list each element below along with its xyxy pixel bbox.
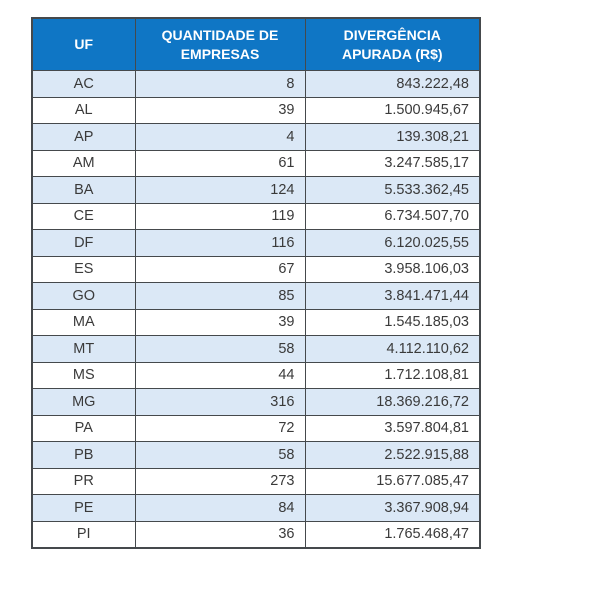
col-header-uf: UF bbox=[31, 17, 136, 71]
table-row: MT 58 4.112.110,62 bbox=[31, 335, 481, 363]
table-row: PE 84 3.367.908,94 bbox=[31, 494, 481, 522]
table-row: PI 36 1.765.468,47 bbox=[31, 520, 481, 549]
divergencia-cell: 3.597.804,81 bbox=[304, 414, 481, 442]
table-row: MG 316 18.369.216,72 bbox=[31, 388, 481, 416]
empresas-cell: 36 bbox=[134, 520, 306, 549]
table-row: AM 61 3.247.585,17 bbox=[31, 149, 481, 177]
table-row: PA 72 3.597.804,81 bbox=[31, 414, 481, 442]
divergencia-cell: 843.222,48 bbox=[304, 70, 481, 98]
empresas-cell: 39 bbox=[134, 308, 306, 336]
empresas-cell: 58 bbox=[134, 441, 306, 469]
uf-cell: PA bbox=[31, 414, 136, 442]
divergencia-cell: 4.112.110,62 bbox=[304, 335, 481, 363]
uf-cell: MT bbox=[31, 335, 136, 363]
empresas-cell: 84 bbox=[134, 494, 306, 522]
empresas-cell: 72 bbox=[134, 414, 306, 442]
empresas-cell: 39 bbox=[134, 96, 306, 124]
divergencia-cell: 5.533.362,45 bbox=[304, 176, 481, 204]
empresas-cell: 316 bbox=[134, 388, 306, 416]
table-header: UF QUANTIDADE DE EMPRESAS DIVERGÊNCIA AP… bbox=[31, 17, 481, 71]
divergencia-cell: 3.247.585,17 bbox=[304, 149, 481, 177]
col-header-quantidade-empresas: QUANTIDADE DE EMPRESAS bbox=[134, 17, 306, 71]
uf-cell: BA bbox=[31, 176, 136, 204]
uf-cell: AM bbox=[31, 149, 136, 177]
table-row: PR 273 15.677.085,47 bbox=[31, 467, 481, 495]
table-row: PB 58 2.522.915,88 bbox=[31, 441, 481, 469]
divergencia-cell: 1.500.945,67 bbox=[304, 96, 481, 124]
table-row: AC 8 843.222,48 bbox=[31, 70, 481, 98]
empresas-cell: 116 bbox=[134, 229, 306, 257]
uf-cell: PR bbox=[31, 467, 136, 495]
table-row: AL 39 1.500.945,67 bbox=[31, 96, 481, 124]
divergencia-cell: 1.545.185,03 bbox=[304, 308, 481, 336]
uf-cell: PE bbox=[31, 494, 136, 522]
divergencia-cell: 18.369.216,72 bbox=[304, 388, 481, 416]
empresas-cell: 85 bbox=[134, 282, 306, 310]
uf-divergencia-table-container: UF QUANTIDADE DE EMPRESAS DIVERGÊNCIA AP… bbox=[31, 17, 481, 549]
uf-cell: PI bbox=[31, 520, 136, 549]
empresas-cell: 58 bbox=[134, 335, 306, 363]
table-row: GO 85 3.841.471,44 bbox=[31, 282, 481, 310]
divergencia-cell: 3.958.106,03 bbox=[304, 255, 481, 283]
table-row: CE 119 6.734.507,70 bbox=[31, 202, 481, 230]
divergencia-cell: 139.308,21 bbox=[304, 123, 481, 151]
divergencia-cell: 15.677.085,47 bbox=[304, 467, 481, 495]
divergencia-cell: 3.367.908,94 bbox=[304, 494, 481, 522]
empresas-cell: 119 bbox=[134, 202, 306, 230]
empresas-cell: 4 bbox=[134, 123, 306, 151]
empresas-cell: 8 bbox=[134, 70, 306, 98]
divergencia-cell: 1.765.468,47 bbox=[304, 520, 481, 549]
empresas-cell: 61 bbox=[134, 149, 306, 177]
uf-cell: GO bbox=[31, 282, 136, 310]
uf-cell: MA bbox=[31, 308, 136, 336]
table-row: DF 116 6.120.025,55 bbox=[31, 229, 481, 257]
table-row: ES 67 3.958.106,03 bbox=[31, 255, 481, 283]
col-header-divergencia-apurada: DIVERGÊNCIA APURADA (R$) bbox=[304, 17, 481, 71]
uf-cell: CE bbox=[31, 202, 136, 230]
divergencia-cell: 3.841.471,44 bbox=[304, 282, 481, 310]
uf-cell: MG bbox=[31, 388, 136, 416]
table-row: BA 124 5.533.362,45 bbox=[31, 176, 481, 204]
empresas-cell: 124 bbox=[134, 176, 306, 204]
table-row: MS 44 1.712.108,81 bbox=[31, 361, 481, 389]
header-row: UF QUANTIDADE DE EMPRESAS DIVERGÊNCIA AP… bbox=[31, 17, 481, 71]
empresas-cell: 67 bbox=[134, 255, 306, 283]
uf-cell: AC bbox=[31, 70, 136, 98]
uf-cell: DF bbox=[31, 229, 136, 257]
uf-divergencia-table: UF QUANTIDADE DE EMPRESAS DIVERGÊNCIA AP… bbox=[31, 17, 481, 549]
uf-cell: AP bbox=[31, 123, 136, 151]
uf-cell: ES bbox=[31, 255, 136, 283]
empresas-cell: 44 bbox=[134, 361, 306, 389]
table-row: MA 39 1.545.185,03 bbox=[31, 308, 481, 336]
divergencia-cell: 1.712.108,81 bbox=[304, 361, 481, 389]
table-body: AC 8 843.222,48 AL 39 1.500.945,67 AP 4 139.308,… bbox=[31, 70, 481, 549]
divergencia-cell: 2.522.915,88 bbox=[304, 441, 481, 469]
uf-cell: MS bbox=[31, 361, 136, 389]
empresas-cell: 273 bbox=[134, 467, 306, 495]
uf-cell: AL bbox=[31, 96, 136, 124]
divergencia-cell: 6.120.025,55 bbox=[304, 229, 481, 257]
table-row: AP 4 139.308,21 bbox=[31, 123, 481, 151]
divergencia-cell: 6.734.507,70 bbox=[304, 202, 481, 230]
uf-cell: PB bbox=[31, 441, 136, 469]
